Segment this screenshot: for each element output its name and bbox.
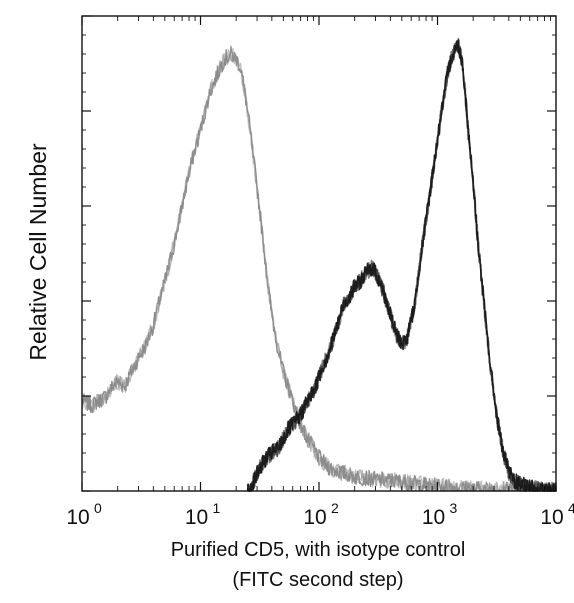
x-tick-label: 10 (540, 506, 563, 529)
x-tick-label-exponent: 3 (450, 500, 458, 516)
axes-layer (81, 15, 557, 492)
series-1-trace (81, 45, 557, 492)
tick-label-layer: 10 0 10 1 10 2 10 3 10 4 (66, 500, 574, 529)
series-layer (81, 37, 557, 492)
x-tick-label: 10 (422, 506, 445, 529)
x-axis-label: Purified CD5, with isotype control (171, 539, 466, 561)
x-tick-label-exponent: 4 (568, 500, 574, 516)
x-axis-label-line2: (FITC second step) (232, 569, 403, 591)
series-2-trace (246, 37, 557, 492)
x-tick-label-exponent: 2 (331, 500, 339, 516)
x-tick-label: 10 (303, 506, 326, 529)
x-tick-label: 10 (66, 506, 89, 529)
x-tick-label: 10 (185, 506, 208, 529)
series-1-trace (81, 47, 557, 492)
x-tick-label-exponent: 0 (94, 500, 102, 516)
x-tick-label-exponent: 1 (213, 500, 221, 516)
y-axis-label: Relative Cell Number (25, 143, 51, 361)
plot-frame (81, 15, 557, 492)
series-1-trace (81, 50, 557, 492)
